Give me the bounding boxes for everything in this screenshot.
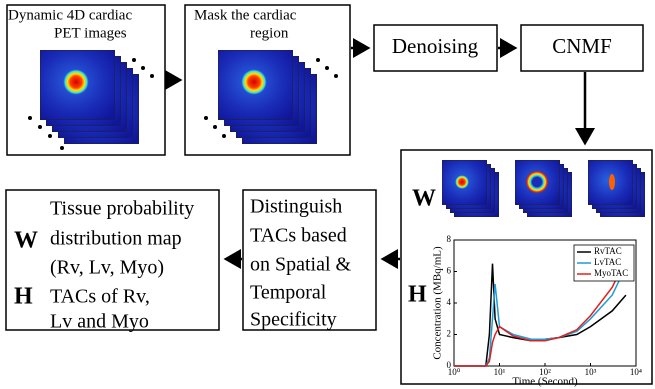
node-text: Tissue probability <box>50 198 194 220</box>
node-text: Specificity <box>250 309 337 331</box>
y-tick-label: 6 <box>447 266 452 276</box>
node-text: TACs based <box>250 225 347 247</box>
component-stack <box>442 160 645 217</box>
y-axis-label: Concentration (MBq/mL) <box>432 246 444 360</box>
node-text: on Spatial & <box>250 254 352 276</box>
panel-label: H <box>408 282 427 308</box>
panel-label: H <box>14 284 33 310</box>
panel-label: W <box>412 186 436 212</box>
node-text: distribution map <box>50 228 182 250</box>
pet-stack <box>218 50 317 144</box>
node-text: CNMF <box>552 34 612 58</box>
panel-label: W <box>14 228 38 254</box>
node-text: Dynamic 4D cardiac <box>8 7 132 23</box>
x-tick-label: 10¹ <box>494 367 506 377</box>
node-text: TACs of Rv, <box>50 286 150 308</box>
x-tick-label: 10⁰ <box>448 367 461 377</box>
node-text: region <box>250 25 289 41</box>
node-text: PET images <box>54 25 127 41</box>
node-text: Lv and Myo <box>50 311 149 333</box>
x-axis-label: Time (Second) <box>512 376 578 388</box>
node-text: Denoising <box>392 34 479 58</box>
pet-stack <box>40 50 139 144</box>
legend-label: MyoTAC <box>594 268 628 278</box>
legend-label: LvTAC <box>594 257 621 267</box>
pet-image <box>588 160 633 205</box>
pet-image <box>40 50 115 120</box>
legend-label: RvTAC <box>594 246 622 256</box>
pet-image <box>218 50 293 120</box>
y-tick-label: 4 <box>447 297 452 307</box>
node-text: Distinguish <box>250 196 342 218</box>
x-tick-label: 10³ <box>585 367 597 377</box>
y-tick-label: 8 <box>447 234 452 244</box>
y-tick-label: 2 <box>447 329 452 339</box>
pet-image <box>515 160 560 205</box>
node-text: (Rv, Lv, Myo) <box>50 257 164 279</box>
pet-image <box>442 160 487 205</box>
node-text: Mask the cardiac <box>194 7 297 23</box>
diagram: Dynamic 4D cardiac PET images Mask the c… <box>0 0 655 389</box>
x-tick-label: 10⁴ <box>630 367 642 377</box>
node-text: Temporal <box>250 282 327 304</box>
